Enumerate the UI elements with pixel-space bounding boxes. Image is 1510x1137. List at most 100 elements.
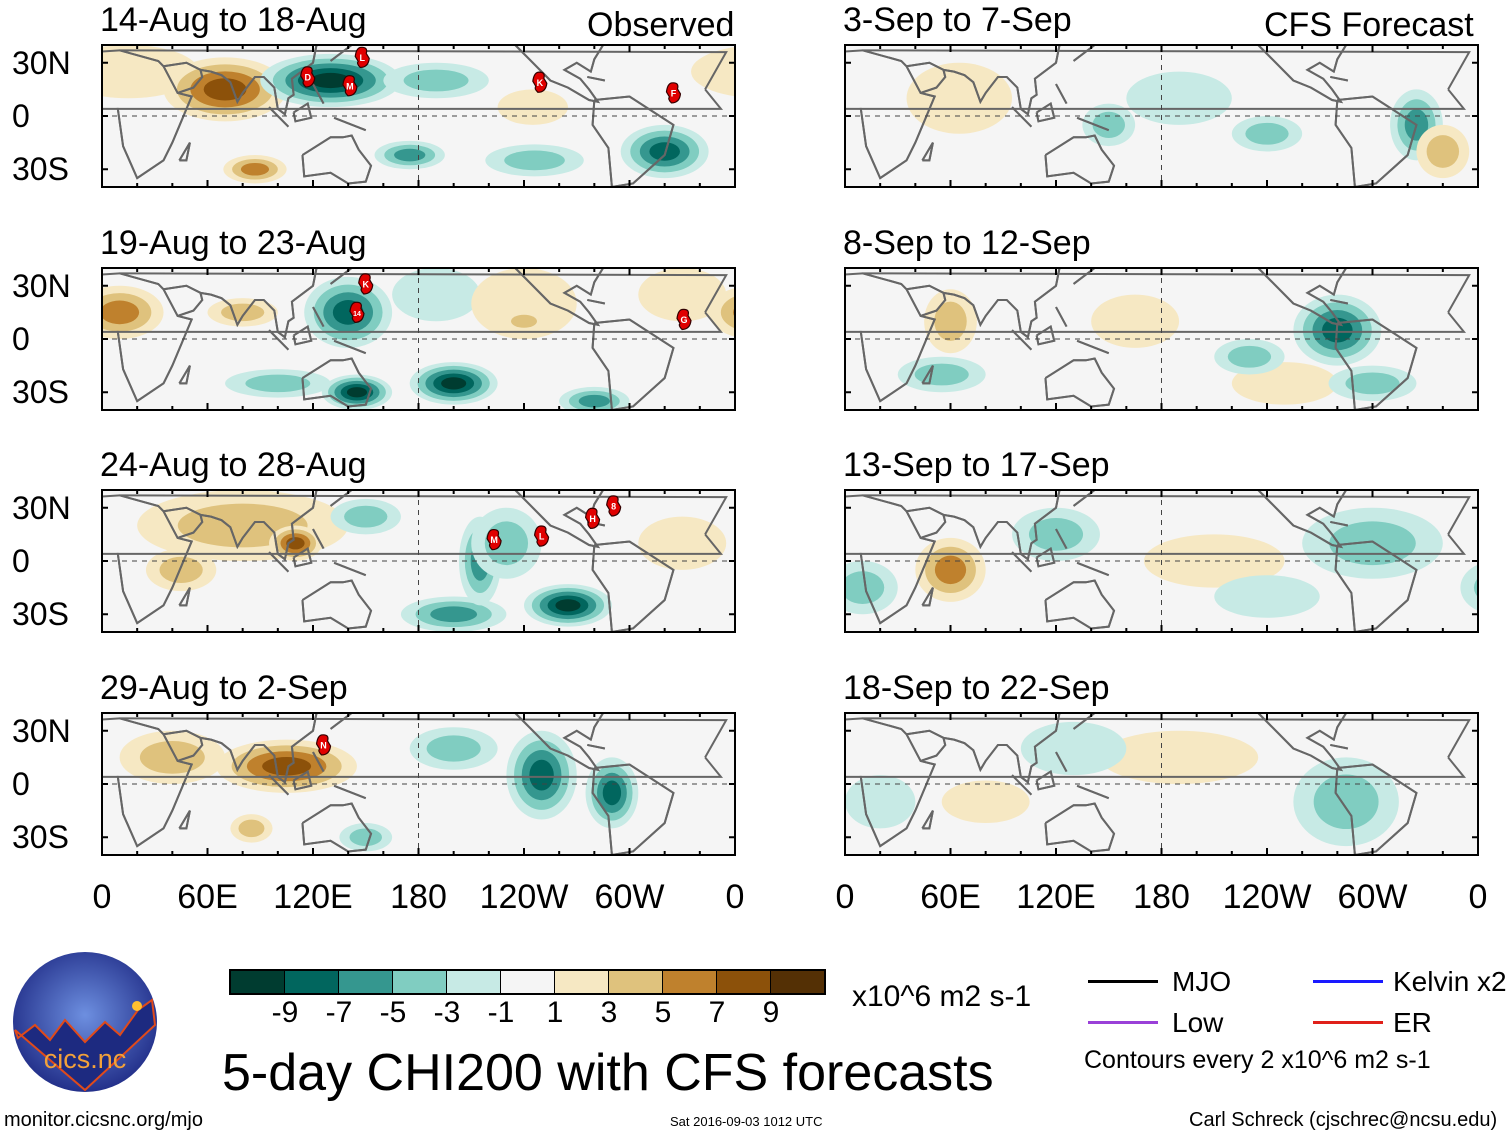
coastline bbox=[1257, 45, 1347, 104]
anomaly-contour bbox=[1426, 135, 1460, 168]
coastline bbox=[292, 546, 313, 568]
anomaly-contour bbox=[1473, 578, 1478, 598]
coastline bbox=[301, 579, 373, 630]
panel-title: 24-Aug to 28-Aug bbox=[100, 446, 367, 484]
anomaly-contour bbox=[1313, 774, 1379, 830]
y-tick-label: 30S bbox=[12, 374, 69, 411]
storm-icon bbox=[665, 82, 682, 104]
coastline bbox=[1035, 769, 1056, 791]
anomaly-contour bbox=[1091, 294, 1180, 348]
anomaly-contour bbox=[934, 555, 967, 585]
anomaly-contour bbox=[691, 46, 735, 97]
anomaly-contour bbox=[426, 735, 481, 762]
coastline bbox=[200, 45, 318, 116]
storm-icon bbox=[486, 528, 502, 551]
anomaly-contour bbox=[1460, 564, 1478, 611]
map-panel bbox=[844, 267, 1479, 411]
coastline bbox=[116, 494, 728, 625]
coastline bbox=[312, 751, 325, 773]
coastline bbox=[1334, 540, 1418, 632]
map-panel bbox=[844, 44, 1479, 188]
coastline bbox=[333, 561, 367, 577]
coastline bbox=[1257, 490, 1347, 549]
coastline bbox=[200, 490, 318, 561]
coastline bbox=[301, 134, 373, 185]
storm-label: H bbox=[589, 514, 596, 524]
anomaly-contour bbox=[1345, 372, 1400, 395]
footer-url[interactable]: monitor.cicsnc.org/mjo bbox=[4, 1109, 203, 1131]
anomaly-contour bbox=[346, 387, 368, 398]
coastline bbox=[514, 268, 604, 327]
coastline bbox=[163, 284, 204, 317]
legend-kelvin-line bbox=[1313, 980, 1383, 983]
storm-label: 14 bbox=[353, 311, 361, 318]
colorbar-label: 7 bbox=[708, 996, 726, 1029]
coastline bbox=[1044, 357, 1116, 408]
anomaly-contour bbox=[238, 819, 265, 838]
coastline bbox=[116, 49, 728, 180]
storm-marker: H bbox=[584, 507, 601, 530]
coastline bbox=[1076, 116, 1110, 132]
legend-er: ER bbox=[1393, 1007, 1432, 1038]
anomaly-contour bbox=[1028, 517, 1084, 551]
coastline bbox=[1076, 339, 1110, 355]
cics-logo: cics.nc bbox=[13, 952, 157, 1092]
anomaly-contour bbox=[403, 69, 469, 92]
storm-icon bbox=[358, 273, 374, 295]
colorbar-swatch bbox=[501, 971, 555, 993]
x-tick-label: 180 bbox=[1133, 878, 1190, 916]
coastline bbox=[1334, 95, 1418, 187]
anomaly-contour bbox=[1020, 721, 1127, 776]
anomaly-contour bbox=[441, 377, 467, 390]
colorbar-swatch bbox=[663, 971, 717, 993]
anomaly-contour bbox=[1099, 730, 1259, 784]
colorbar-swatch bbox=[609, 971, 663, 993]
coastline bbox=[943, 45, 1061, 116]
coastline bbox=[591, 318, 675, 410]
anomaly-contour bbox=[159, 556, 203, 583]
y-tick-label: 30N bbox=[12, 489, 71, 526]
storm-icon bbox=[349, 301, 365, 323]
coastline bbox=[292, 324, 313, 346]
footer-timestamp: Sat 2016-09-03 1012 UTC bbox=[670, 1114, 823, 1129]
coastline bbox=[1334, 763, 1418, 855]
y-tick-label: 30S bbox=[12, 596, 69, 633]
map-panel bbox=[844, 489, 1479, 633]
y-tick-label: 30S bbox=[12, 151, 69, 188]
coastline bbox=[943, 268, 1061, 339]
storm-icon bbox=[342, 75, 358, 97]
coastline bbox=[591, 763, 675, 855]
anomaly-contour bbox=[349, 828, 382, 846]
anomaly-contour bbox=[1214, 575, 1320, 618]
x-tick-label: 60E bbox=[920, 878, 981, 916]
storm-icon bbox=[532, 71, 548, 93]
anomaly-contour bbox=[638, 516, 727, 570]
anomaly-contour bbox=[1329, 521, 1416, 566]
colorbar-label: -1 bbox=[487, 996, 515, 1029]
coastline bbox=[163, 729, 204, 762]
storm-label: K bbox=[537, 78, 544, 88]
storm-label: F bbox=[671, 88, 677, 98]
coastline bbox=[1055, 751, 1068, 773]
coastline bbox=[1330, 298, 1349, 305]
anomaly-contour bbox=[344, 505, 388, 528]
legend-low: Low bbox=[1172, 1007, 1224, 1038]
coastline bbox=[906, 284, 947, 317]
coastline bbox=[1011, 774, 1033, 796]
storm-marker: 14 bbox=[349, 301, 365, 323]
anomaly-contour bbox=[1092, 111, 1125, 138]
storm-marker: K bbox=[532, 71, 548, 93]
coastline bbox=[292, 769, 313, 791]
colorbar-label: 9 bbox=[762, 996, 780, 1029]
coastline bbox=[921, 810, 934, 830]
anomaly-contour bbox=[941, 780, 1030, 824]
colorbar-label: -5 bbox=[379, 996, 407, 1029]
legend-mjo: MJO bbox=[1172, 966, 1232, 997]
anomaly-contour bbox=[394, 148, 426, 162]
anomaly-contour bbox=[845, 775, 916, 829]
coastline bbox=[587, 75, 606, 82]
coastline bbox=[921, 142, 934, 162]
anomaly-contour bbox=[139, 740, 205, 774]
coastline bbox=[1076, 784, 1110, 800]
coastline bbox=[1035, 324, 1056, 346]
